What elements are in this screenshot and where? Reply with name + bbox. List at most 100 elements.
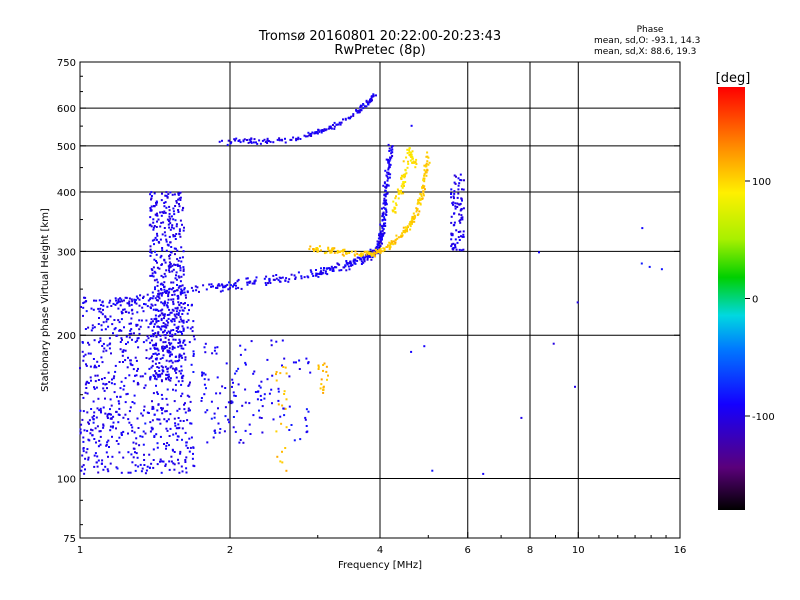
- data-point: [316, 132, 319, 135]
- data-point: [389, 158, 392, 161]
- data-point: [203, 346, 206, 349]
- data-point: [177, 275, 180, 278]
- data-point: [150, 321, 153, 324]
- data-point: [248, 138, 251, 141]
- data-point: [151, 274, 153, 277]
- data-point: [163, 313, 166, 316]
- data-point: [452, 195, 455, 198]
- data-point: [412, 212, 415, 215]
- data-point: [79, 431, 82, 434]
- data-point: [117, 299, 120, 302]
- data-point: [230, 400, 233, 403]
- data-point: [259, 386, 262, 389]
- data-point: [359, 257, 362, 260]
- data-point: [155, 321, 158, 324]
- y-tick-label: 75: [63, 534, 76, 545]
- data-point: [82, 464, 85, 467]
- data-point: [182, 250, 185, 253]
- data-point: [150, 225, 153, 228]
- data-point: [176, 249, 179, 252]
- data-point: [160, 407, 163, 409]
- data-point: [98, 341, 100, 344]
- data-point: [253, 370, 256, 373]
- data-point: [109, 462, 112, 465]
- data-point: [98, 430, 101, 433]
- data-point: [152, 344, 154, 347]
- data-point: [170, 215, 173, 218]
- data-point: [201, 371, 204, 374]
- data-point: [305, 408, 308, 411]
- colorbar-tick-label: -100: [752, 412, 775, 423]
- data-point: [279, 372, 282, 375]
- data-point: [297, 136, 300, 139]
- data-point: [129, 329, 132, 332]
- data-point: [313, 250, 315, 253]
- data-point: [163, 290, 166, 293]
- data-point: [89, 365, 92, 368]
- data-point: [457, 177, 460, 180]
- data-point: [450, 215, 453, 218]
- data-point: [450, 243, 453, 246]
- data-point: [107, 455, 109, 458]
- data-point: [328, 267, 331, 270]
- data-point: [179, 219, 182, 222]
- data-point: [411, 161, 414, 164]
- data-point: [275, 277, 278, 280]
- data-point: [126, 366, 129, 369]
- data-point: [388, 147, 391, 150]
- data-point: [171, 345, 174, 348]
- data-point: [417, 199, 420, 201]
- data-point: [145, 357, 148, 359]
- data-point: [163, 227, 166, 229]
- data-point: [260, 417, 263, 419]
- data-point: [332, 268, 335, 271]
- data-point: [156, 366, 159, 368]
- data-point: [151, 419, 154, 422]
- data-point: [181, 209, 184, 212]
- data-point: [409, 222, 412, 225]
- data-point: [178, 203, 180, 205]
- data-point: [382, 213, 385, 216]
- data-point: [163, 202, 166, 204]
- data-point: [329, 125, 332, 128]
- data-point: [234, 372, 237, 375]
- data-point: [382, 247, 385, 250]
- data-point: [400, 176, 403, 179]
- data-point: [192, 353, 195, 355]
- data-point: [325, 365, 328, 368]
- data-point: [146, 305, 149, 308]
- data-point: [177, 295, 180, 298]
- data-point: [178, 205, 181, 208]
- data-point: [233, 138, 236, 141]
- data-point: [145, 469, 148, 472]
- data-point: [175, 271, 178, 274]
- data-point: [130, 453, 133, 456]
- data-point: [81, 350, 84, 353]
- data-point: [202, 284, 205, 287]
- data-point: [400, 192, 403, 195]
- data-point: [457, 231, 460, 233]
- data-point: [347, 265, 350, 268]
- data-point: [182, 347, 185, 350]
- data-point: [352, 114, 355, 117]
- data-point: [382, 206, 385, 209]
- data-point: [104, 383, 107, 386]
- data-point: [157, 320, 160, 322]
- data-point: [87, 341, 89, 344]
- data-point: [84, 391, 87, 394]
- data-point: [369, 98, 372, 101]
- data-point: [123, 326, 125, 329]
- data-point: [463, 179, 465, 182]
- data-point: [149, 466, 151, 469]
- data-point: [179, 266, 182, 269]
- data-point: [90, 307, 93, 310]
- data-point: [80, 423, 83, 426]
- data-point: [157, 310, 160, 312]
- data-point: [114, 303, 117, 306]
- data-point: [462, 207, 465, 210]
- data-point: [176, 263, 179, 266]
- data-point: [123, 384, 126, 387]
- data-point: [160, 328, 163, 331]
- data-point: [454, 202, 457, 205]
- data-point: [455, 175, 457, 178]
